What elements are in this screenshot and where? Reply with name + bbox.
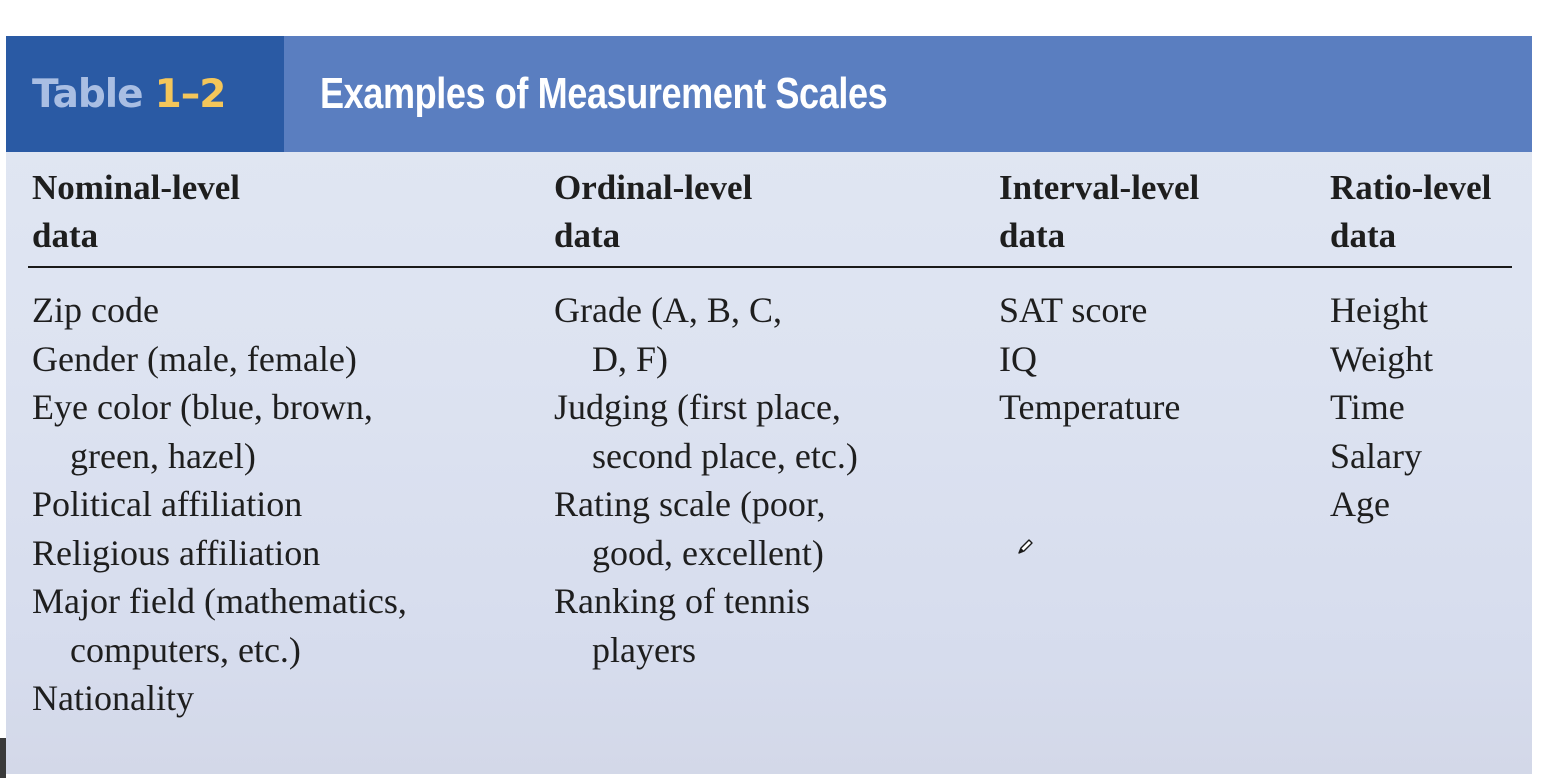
column-header-line: data	[999, 216, 1066, 255]
list-item: Grade (A, B, C,	[554, 290, 782, 330]
list-item: Major field (mathematics,	[32, 581, 407, 621]
column-interval: Interval-level data SAT score IQ Temperat…	[999, 164, 1199, 427]
list-item-continuation: D, F)	[592, 338, 669, 379]
list-item: Religious affiliation	[32, 532, 321, 573]
column-header-interval: Interval-level data	[999, 164, 1199, 260]
column-header-line: data	[554, 216, 621, 255]
table-label-word: Table	[32, 72, 144, 117]
list-item: Zip code	[32, 290, 159, 330]
column-items-nominal: Zip code Gender (male, female) Eye color…	[32, 286, 407, 723]
list-item: Gender (male, female)	[32, 338, 357, 379]
column-ratio: Ratio-level data Height Weight Time Salar…	[1330, 164, 1491, 524]
corner-edge-mark	[0, 738, 6, 778]
column-header-line: Ratio-level	[1330, 168, 1492, 207]
header-divider-rule	[28, 266, 1512, 268]
column-header-line: data	[32, 216, 99, 255]
table-label-box: Table 1–2	[6, 36, 284, 152]
column-header-line: data	[1330, 216, 1397, 255]
column-items-ordinal: Grade (A, B, C, D, F) Judging (first pla…	[554, 286, 858, 674]
list-item: Salary	[1330, 435, 1422, 476]
list-item: Nationality	[32, 678, 194, 718]
table-label: Table 1–2	[32, 70, 227, 120]
list-item-continuation: green, hazel)	[70, 435, 256, 476]
column-header-line: Ordinal-level	[554, 168, 753, 207]
column-items-ratio: Height Weight Time Salary Age	[1330, 286, 1433, 529]
column-nominal: Nominal-level data Zip code Gender (male,…	[32, 164, 407, 718]
list-item-continuation: good, excellent)	[592, 532, 824, 573]
list-item: IQ	[999, 338, 1037, 379]
list-item: Height	[1330, 290, 1428, 330]
list-item-continuation: second place, etc.)	[592, 435, 858, 476]
column-header-ordinal: Ordinal-level data	[554, 164, 752, 260]
column-header-nominal: Nominal-level data	[32, 164, 240, 260]
table-label-number: 1–2	[154, 72, 227, 117]
column-ordinal: Ordinal-level data Grade (A, B, C, D, F) …	[554, 164, 858, 670]
list-item: Age	[1330, 484, 1390, 524]
list-item: Judging (first place,	[554, 387, 841, 427]
column-header-ratio: Ratio-level data	[1330, 164, 1491, 260]
list-item: Temperature	[999, 387, 1181, 427]
list-item: Time	[1330, 387, 1405, 427]
list-item: Ranking of tennis	[554, 581, 810, 621]
list-item: Eye color (blue, brown,	[32, 387, 373, 427]
list-item: Political affiliation	[32, 484, 303, 524]
list-item: Weight	[1330, 338, 1434, 379]
table-caption: Examples of Measurement Scales	[320, 69, 888, 118]
column-header-line: Interval-level	[999, 168, 1200, 207]
list-item: Rating scale (poor,	[554, 484, 826, 524]
pencil-cursor-icon	[1018, 539, 1033, 554]
list-item-continuation: players	[592, 629, 696, 670]
column-header-line: Nominal-level	[32, 168, 241, 207]
list-item-continuation: computers, etc.)	[70, 629, 301, 670]
list-item: SAT score	[999, 290, 1148, 330]
table-header-bar: Table 1–2 Examples of Measurement Scales	[6, 36, 1532, 152]
column-items-interval: SAT score IQ Temperature	[999, 286, 1180, 432]
measurement-scales-table: Table 1–2 Examples of Measurement Scales …	[6, 36, 1532, 774]
